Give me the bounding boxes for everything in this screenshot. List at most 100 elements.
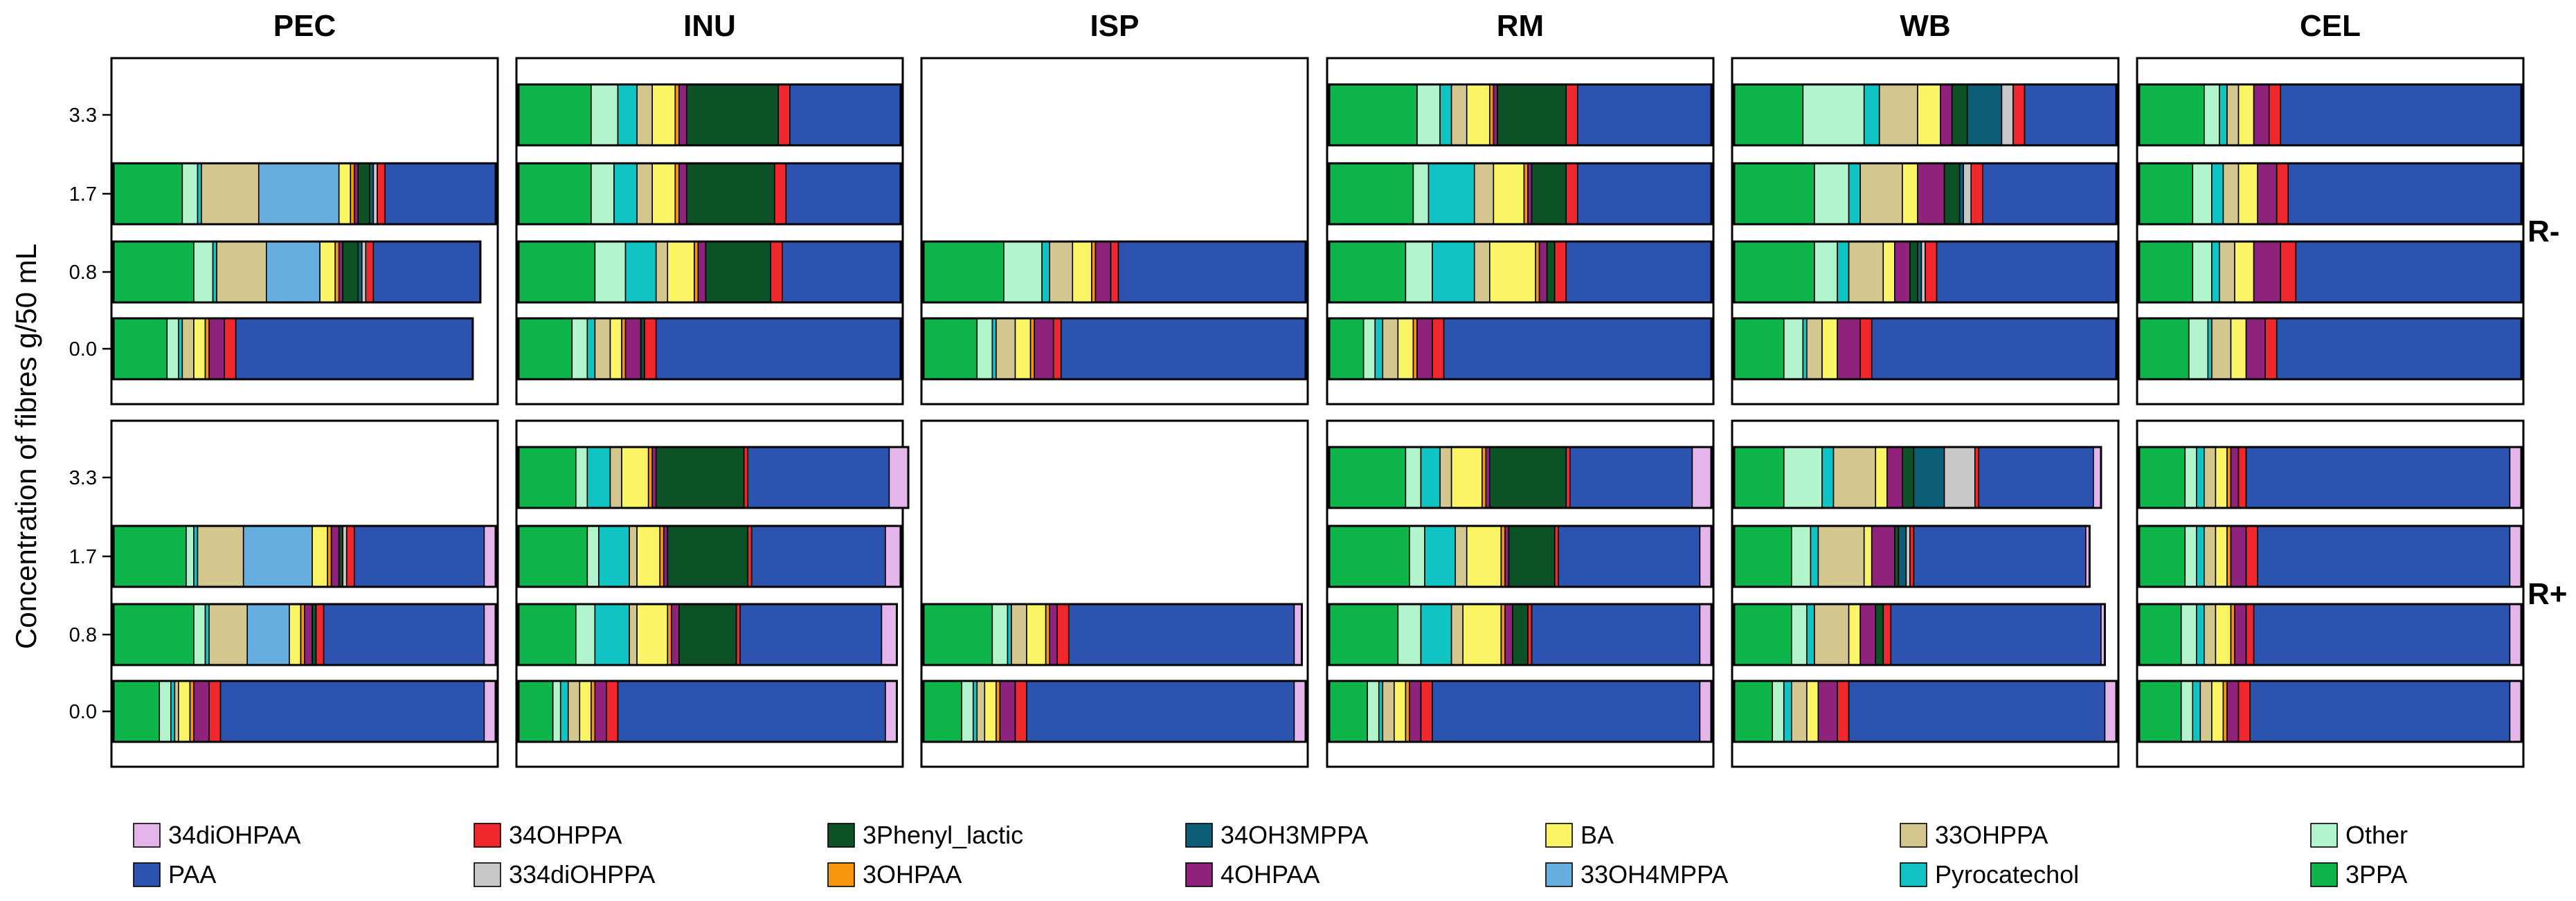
bar-segment-3ppa: [1328, 163, 1414, 225]
bar-segment-other: [571, 318, 588, 380]
bar-segment-paa: [782, 241, 901, 303]
y-axis-ticks: 3.3 1.7 0.8 0.0 3.3 1.7 0.8 0.0: [69, 104, 111, 723]
bar-segment-pyrocatechol: [624, 241, 657, 303]
bar-segment-paa: [1068, 603, 1295, 666]
bar-segment-3ppa: [1328, 84, 1418, 146]
bar-segment-3ppa: [113, 680, 161, 743]
bar-segment-4ohpaa: [624, 318, 642, 380]
column-title-rm: RM: [1497, 9, 1544, 43]
bar-segment-ba: [1882, 241, 1895, 303]
bar-segment-34ohppa: [377, 163, 386, 225]
bar-segment-33ohppa: [609, 446, 622, 509]
bar-segment-3ohpaa: [674, 84, 680, 146]
bar-segment-ba: [338, 163, 352, 225]
bar-segment-3ppa: [113, 318, 168, 380]
bar-segment-paa: [1060, 318, 1306, 380]
bar-segment-4ohpaa: [1894, 241, 1911, 303]
bar-segment-paa: [1443, 318, 1712, 380]
bar-segment-3ppa: [2138, 525, 2186, 588]
bar-segment-3ppa: [1733, 603, 1792, 666]
legend-swatch: [1900, 862, 1927, 887]
bar-segment-3phenyl-lactic: [1497, 84, 1567, 146]
bar-segment-34diohpaa: [2509, 446, 2522, 509]
y-tick-label: 3.3: [69, 467, 97, 489]
bar-segment-3ohpaa: [591, 680, 596, 743]
bar-segment-pyrocatechol: [1432, 241, 1475, 303]
bar-segment-33ohppa: [996, 318, 1016, 380]
bar-segment-other: [586, 525, 600, 588]
bar-segment-3phenyl-lactic: [1875, 603, 1884, 666]
bar-segment-ba: [651, 163, 676, 225]
bar-segment-34ohppa: [606, 680, 619, 743]
bar-segment-other: [2184, 446, 2197, 509]
bar-segment-4ohpaa: [338, 241, 343, 303]
bar-segment-4ohpaa: [208, 318, 225, 380]
bar-segment-pyrocatechol: [2192, 680, 2201, 743]
bar-segment-3ppa: [2138, 318, 2190, 380]
bar-segment-pyrocatechol: [1041, 241, 1050, 303]
y-tick-label: 0.8: [69, 262, 97, 284]
bar-segment-34diohpaa: [2093, 446, 2102, 509]
bar-segment-pyrocatechol: [1378, 680, 1384, 743]
bar-segment-paa: [353, 525, 485, 588]
bar-segment-3ppa: [518, 241, 596, 303]
bar-segment-pyrocatechol: [613, 163, 638, 225]
bar-segment-3ppa: [923, 680, 963, 743]
bar-segment-34ohppa: [315, 603, 325, 666]
bar-segment-3phenyl-lactic: [655, 446, 745, 509]
y-tick-label: 0.8: [69, 624, 97, 646]
bar-segment-4ohpaa: [2257, 163, 2278, 225]
legend-label: 33OHPPA: [1935, 821, 2048, 849]
bar-segment-3ppa: [2138, 163, 2194, 225]
bar-segment-other: [1783, 446, 1823, 509]
bar-outline: [2138, 446, 2523, 509]
bar-segment-4ohpaa: [353, 163, 359, 225]
bar-segment-other: [591, 84, 619, 146]
legend-label: 34OH3MPPA: [1221, 821, 1368, 849]
bar-outline: [2138, 162, 2523, 226]
bar-segment-34diohpaa: [483, 525, 496, 588]
bar-segment-4ohpaa: [594, 680, 607, 743]
bar-segment-4ohpaa: [1538, 241, 1548, 303]
bar-segment-4ohpaa: [1416, 318, 1433, 380]
legend-swatch: [474, 823, 501, 848]
bar-segment-33ohppa: [1049, 241, 1074, 303]
bar-segment-pyrocatechol: [1783, 680, 1792, 743]
bar-segment-other: [2192, 163, 2213, 225]
bar-segment-pyrocatechol: [178, 318, 183, 380]
bar-segment-34ohppa: [2245, 603, 2255, 666]
panel-wb-r-minus: [1731, 57, 2120, 406]
bar-segment-paa: [2245, 446, 2511, 509]
bar-segment-other: [1802, 84, 1865, 146]
bar-segment-34oh3mppa: [1913, 446, 1945, 509]
bar-segment-3ohpaa: [1091, 241, 1097, 303]
bar-segment-other: [2184, 525, 2197, 588]
bar-segment-34diohpaa: [1699, 603, 1712, 666]
bar-segment-paa: [785, 163, 901, 225]
bar-segment-3ohpaa: [2226, 525, 2232, 588]
bar-segment-other: [2180, 680, 2194, 743]
bar-segment-3ppa: [113, 603, 195, 666]
bar-segment-other: [2180, 603, 2197, 666]
bar-segment-3ohpaa: [1535, 241, 1540, 303]
bar-segment-4ohpaa: [1409, 680, 1422, 743]
panels-layer: [110, 57, 2525, 768]
bar-segment-ba: [579, 680, 592, 743]
panel-pec-r-plus: [110, 419, 499, 768]
bar-segment-33ohppa: [1814, 603, 1850, 666]
bar-segment-paa: [2295, 241, 2522, 303]
bar-segment-paa: [1565, 241, 1712, 303]
bar-segment-pyrocatechol: [617, 84, 638, 146]
bar-outline: [1328, 446, 1713, 509]
bar-segment-paa: [2276, 318, 2522, 380]
bar-segment-4ohpaa: [678, 84, 687, 146]
bar-segment-ba: [667, 241, 695, 303]
bar-segment-3phenyl-lactic: [1909, 241, 1918, 303]
bar-segment-other: [552, 680, 561, 743]
bar-segment-pyrocatechol: [1821, 446, 1835, 509]
bar-segment-4ohpaa: [1837, 318, 1861, 380]
legend-item-34oh3mppa: 34OH3MPPA: [1185, 821, 1368, 849]
bar-segment-ba: [1821, 318, 1838, 380]
bar-segment-4ohpaa: [1095, 241, 1112, 303]
bar-segment-other: [1397, 603, 1422, 666]
